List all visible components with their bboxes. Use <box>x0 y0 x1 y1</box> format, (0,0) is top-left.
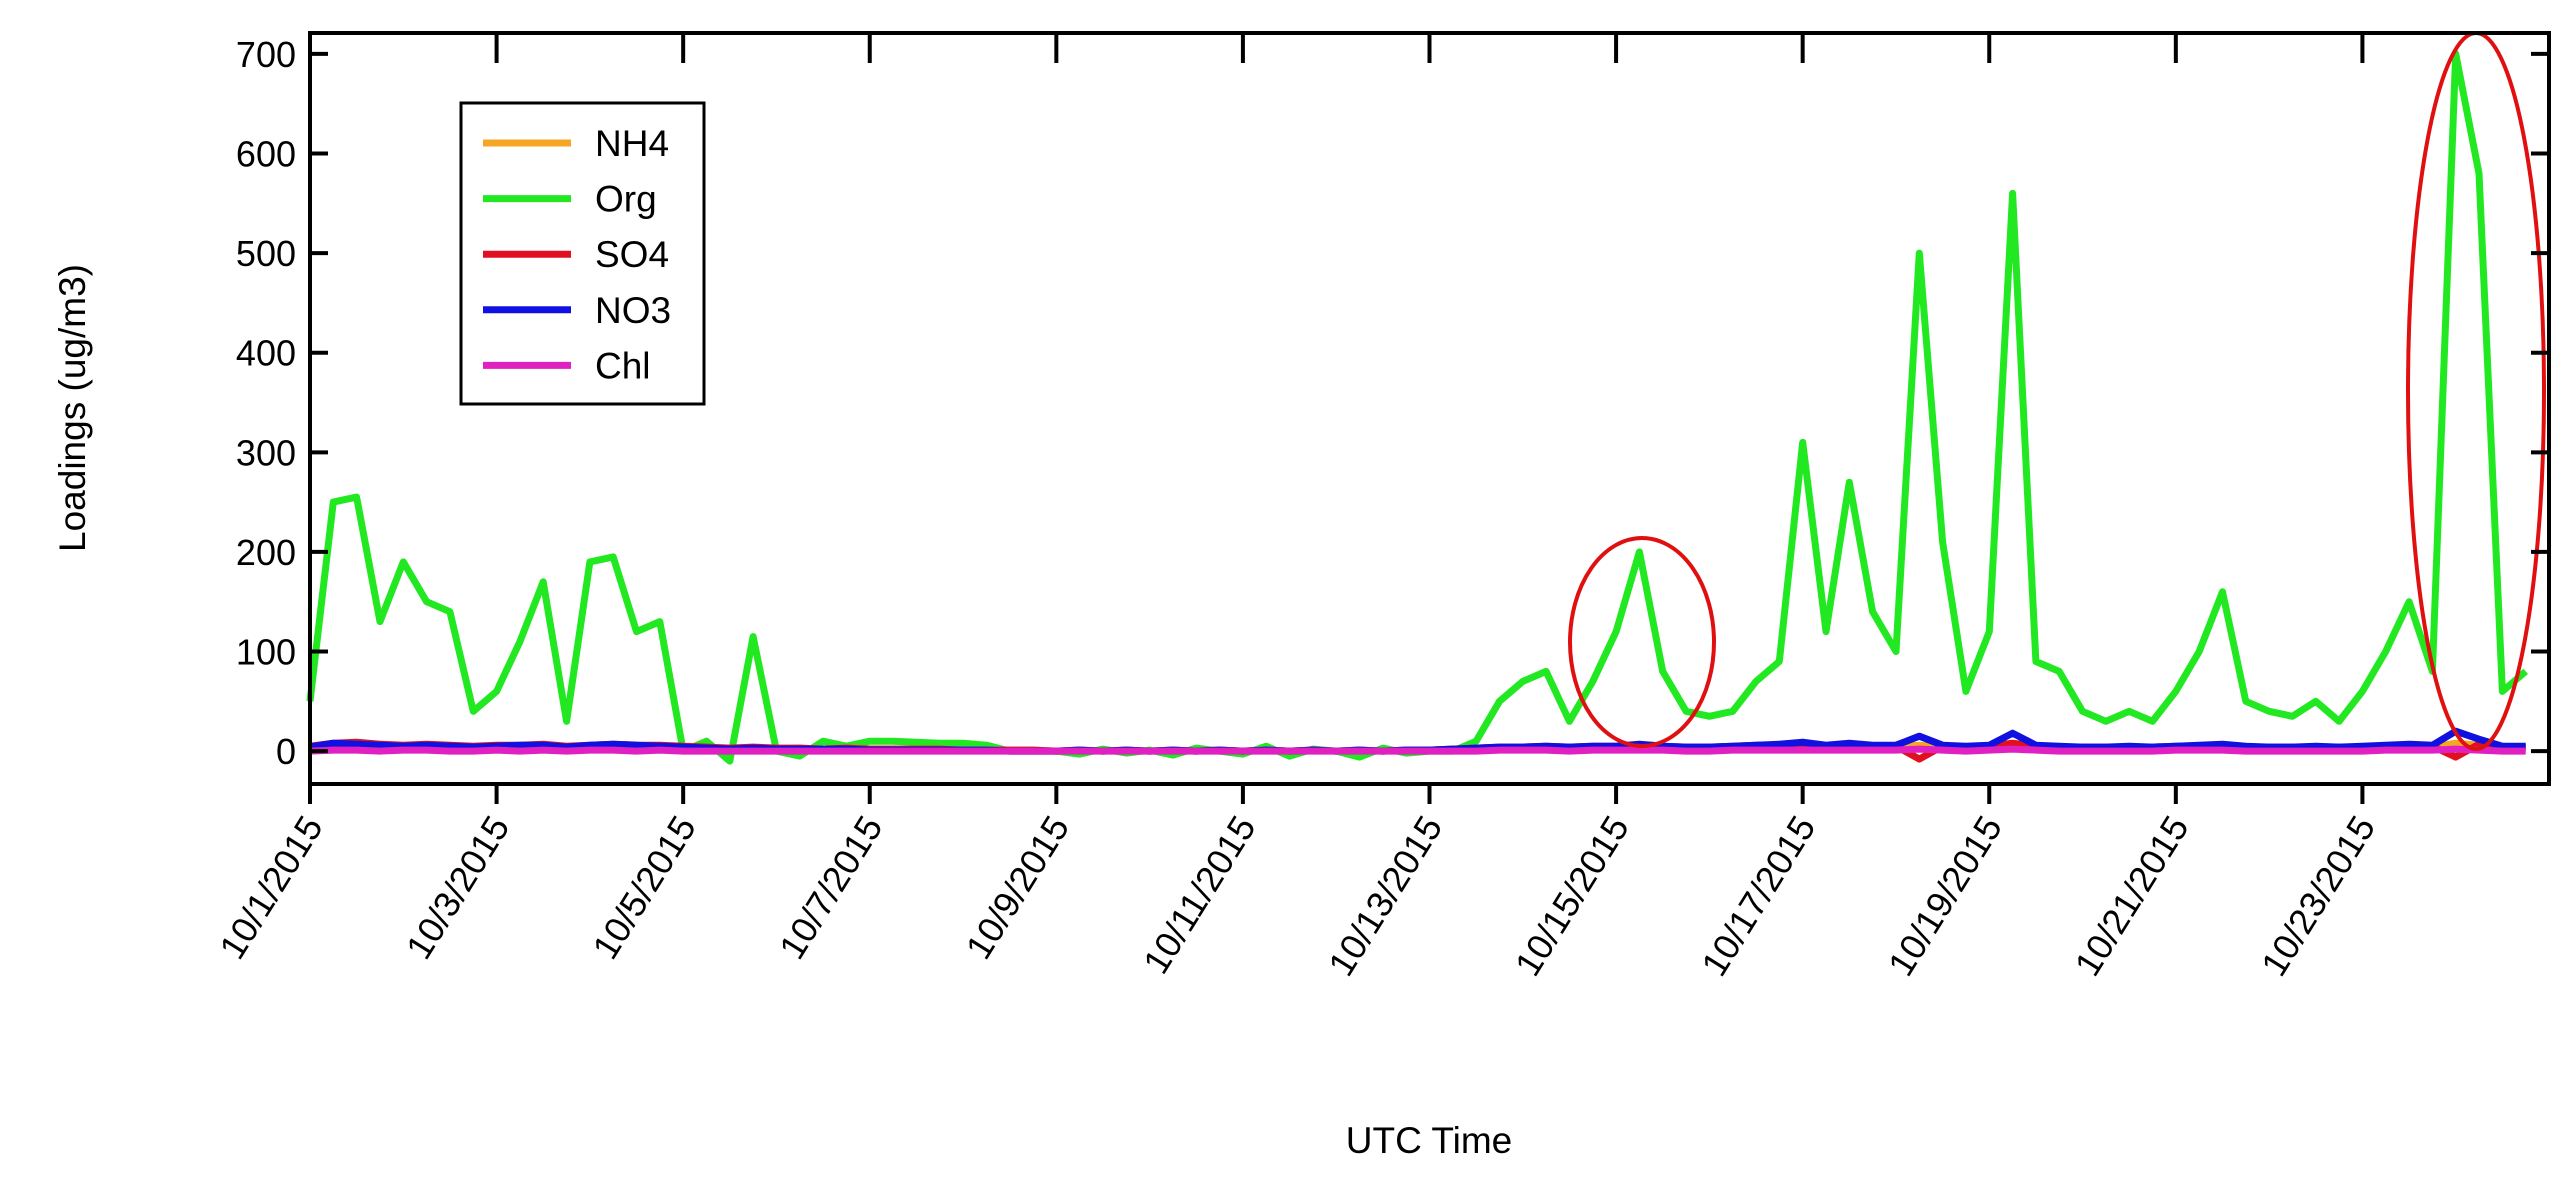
y-tick-label: 100 <box>236 632 296 673</box>
y-tick-label: 300 <box>236 432 296 473</box>
highlight-ellipse <box>1568 536 1716 748</box>
legend-label: Chl <box>595 345 651 386</box>
x-axis-label: UTC Time <box>1346 1120 1513 1161</box>
legend-label: Org <box>595 179 657 220</box>
y-tick-label: 500 <box>236 233 296 274</box>
y-tick-label: 0 <box>276 731 296 772</box>
y-tick-label: 400 <box>236 333 296 374</box>
y-tick-label: 200 <box>236 532 296 573</box>
plot-area <box>306 50 2528 765</box>
data-line <box>309 745 2526 755</box>
y-tick-label: 600 <box>236 134 296 175</box>
y-tick-label: 700 <box>236 34 296 75</box>
legend-label: NO3 <box>595 290 671 331</box>
legend-label: NH4 <box>595 123 669 164</box>
legend-label: SO4 <box>595 234 669 275</box>
y-axis-label: Loadings (ug/m3) <box>52 264 93 552</box>
